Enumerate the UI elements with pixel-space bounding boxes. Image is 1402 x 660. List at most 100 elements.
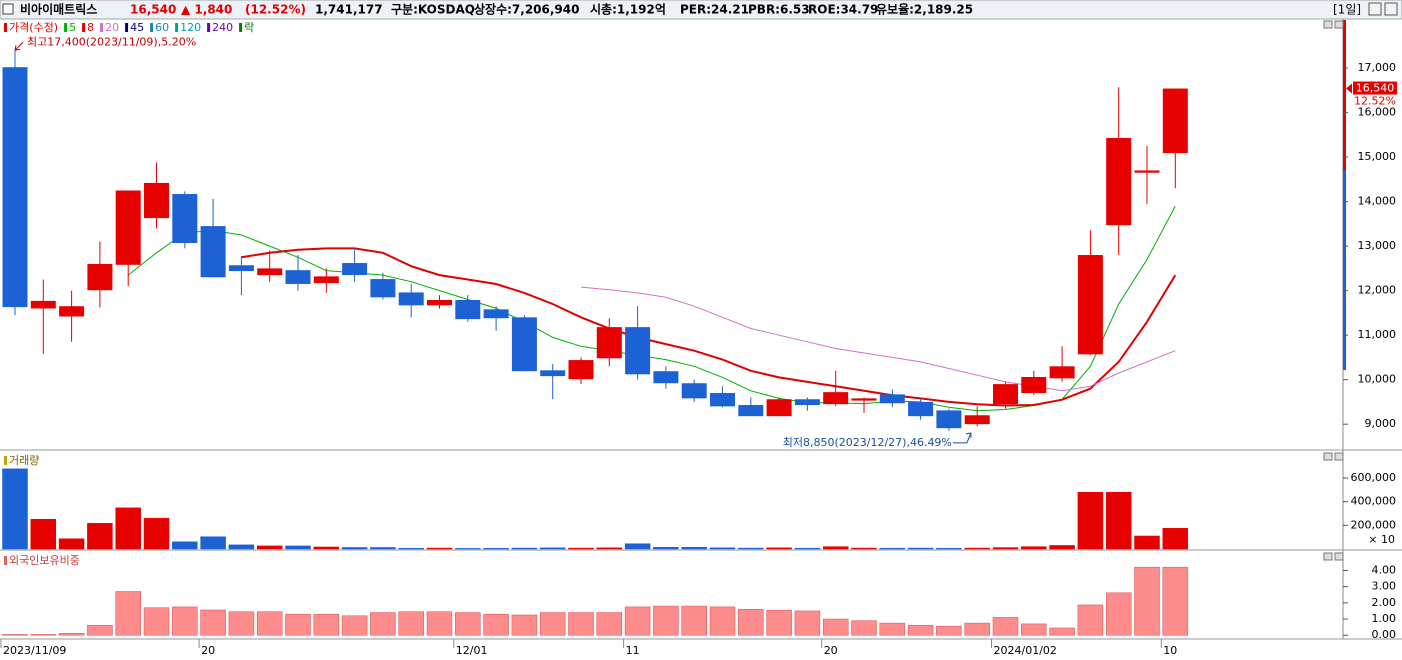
candle-body (1162, 88, 1188, 154)
bar (285, 545, 311, 550)
bar (936, 625, 962, 636)
bar (313, 613, 340, 636)
bar (200, 536, 226, 550)
panel-button[interactable] (1323, 552, 1333, 561)
bar (2, 468, 28, 550)
bar (624, 543, 651, 550)
candle-body (710, 393, 735, 407)
bar (794, 610, 821, 636)
bar (907, 624, 934, 636)
x-tick-label: 11 (626, 644, 640, 657)
legend-label: 락 (244, 21, 254, 34)
bar (87, 523, 113, 550)
low-note: 최저8,850(2023/12/27),46.49% (783, 436, 952, 449)
panel-button[interactable] (1334, 452, 1344, 461)
checkbox[interactable] (2, 3, 14, 15)
bar (511, 614, 538, 636)
legend-swatch (125, 23, 129, 32)
y-tick-label: 12,000 (1358, 284, 1397, 297)
close-button[interactable] (1384, 2, 1398, 16)
candle-body (1049, 366, 1075, 379)
bar (143, 607, 170, 636)
x-tick-label: 2024/01/02 (994, 644, 1057, 657)
listed: 상장수:7,206,940 (474, 2, 579, 17)
panel-button[interactable] (1334, 20, 1344, 29)
legend-swatch (4, 23, 7, 32)
bar (879, 547, 906, 550)
bar (172, 606, 198, 636)
bar (1162, 528, 1189, 550)
bar (115, 591, 141, 636)
bar (681, 546, 707, 550)
market: 구분:KOSDAQ (391, 3, 475, 17)
volume: 1,741,177 (315, 3, 383, 17)
bar (851, 620, 877, 636)
note-arrow (952, 432, 972, 444)
bar (879, 622, 906, 636)
bar (398, 548, 424, 550)
change-label: 12.52% (1354, 95, 1396, 108)
panel-button[interactable] (1323, 452, 1333, 461)
candle-body (313, 276, 339, 284)
panel-button[interactable] (1323, 20, 1333, 29)
bar (398, 611, 424, 636)
bar (992, 547, 1019, 550)
candle-body (1021, 376, 1047, 394)
bar (426, 547, 453, 550)
x-tick-label: 20 (824, 644, 838, 657)
bar (738, 609, 764, 636)
bar (851, 547, 877, 550)
y-tick-label: 13,000 (1358, 239, 1397, 252)
y-tick-label: 0.00 (1372, 628, 1397, 641)
y-tick-label: 16,000 (1358, 106, 1397, 119)
candle-body (625, 327, 651, 375)
candle-body (87, 263, 113, 291)
candle-body (370, 279, 396, 298)
x-tick-label: 10 (1163, 644, 1177, 657)
candle-body (568, 360, 594, 380)
bar (341, 615, 368, 636)
bar (539, 547, 566, 550)
bar (2, 634, 28, 636)
candle-body (993, 384, 1018, 405)
bar (511, 547, 538, 550)
y-tick-label: 3.00 (1372, 580, 1397, 593)
candle-body (851, 398, 877, 401)
panel-button[interactable] (1334, 552, 1344, 561)
candle-body (511, 317, 537, 372)
candle-body (30, 300, 56, 309)
bar (115, 507, 141, 550)
candle-body (115, 190, 141, 265)
axis-strip (1343, 20, 1346, 170)
candle-body (681, 383, 707, 399)
legend-swatch (239, 23, 243, 32)
bar (709, 606, 736, 636)
bar (568, 547, 594, 550)
roe: ROE:34.79 (808, 3, 878, 17)
candle-body (936, 410, 962, 429)
bar (738, 547, 764, 550)
bar (539, 612, 566, 636)
candle-body (200, 226, 226, 278)
bar (766, 547, 792, 550)
period[interactable]: [1일] (1333, 3, 1361, 17)
pbr: PBR:6.53 (748, 3, 810, 17)
price-tag-arrow (1346, 83, 1352, 94)
panel-marker (4, 456, 7, 465)
bar (30, 634, 57, 636)
bar (313, 546, 340, 550)
bar (285, 613, 311, 636)
bar (596, 612, 623, 636)
legend-swatch (207, 23, 211, 32)
candle-body (257, 268, 283, 276)
legend-label: 60 (155, 21, 169, 34)
bar (455, 612, 481, 636)
minimize-button[interactable] (1368, 2, 1382, 16)
candle-body (1134, 170, 1160, 173)
bar (709, 547, 736, 550)
header-bar (0, 0, 1402, 20)
y-tick-label: 2.00 (1372, 596, 1397, 609)
moving-average (580, 286, 1176, 392)
candle-body (823, 392, 849, 405)
